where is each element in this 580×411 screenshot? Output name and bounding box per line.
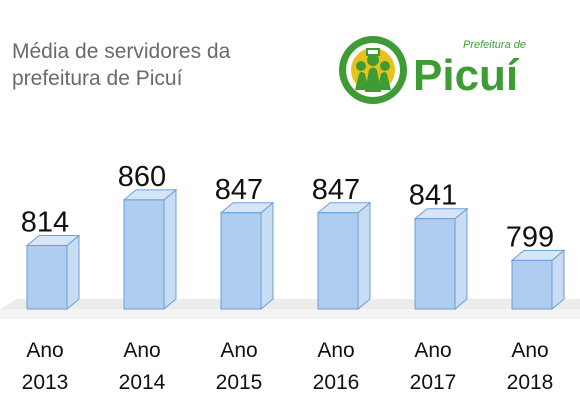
- data-label: 860: [118, 161, 166, 193]
- category-label: Ano: [414, 339, 451, 362]
- category-label: 2014: [119, 371, 166, 394]
- picui-logo: Prefeitura de Picuí: [339, 36, 526, 104]
- category-label: 2018: [507, 371, 554, 394]
- seal-icon: [339, 36, 407, 104]
- bar-side: [260, 201, 274, 311]
- bar: [220, 212, 262, 310]
- bar: [123, 199, 165, 310]
- bar-side: [357, 201, 371, 311]
- chart-title: Média de servidores da prefeitura de Pic…: [12, 40, 231, 90]
- data-label: 814: [21, 207, 69, 239]
- bar: [511, 259, 553, 310]
- category-label: Ano: [317, 339, 354, 362]
- category-label: 2016: [313, 371, 360, 394]
- category-label: Ano: [220, 339, 257, 362]
- data-label: 841: [409, 180, 457, 212]
- bar: [414, 218, 456, 310]
- bar-side: [163, 188, 177, 311]
- bar: [317, 212, 359, 310]
- category-label: 2017: [410, 371, 457, 394]
- floor-plane: [0, 299, 580, 309]
- bar: [26, 245, 68, 310]
- data-label: 847: [312, 174, 360, 206]
- category-label: 2013: [22, 371, 69, 394]
- logo-prefix: Prefeitura de: [463, 39, 526, 51]
- data-label: 799: [506, 221, 554, 253]
- category-label: Ano: [26, 339, 63, 362]
- data-label: 847: [215, 174, 263, 206]
- logo-name: Picuí: [413, 51, 520, 100]
- category-label: 2015: [216, 371, 263, 394]
- category-label: Ano: [123, 339, 160, 362]
- bar-side: [454, 207, 468, 311]
- floor-front: [0, 309, 580, 319]
- category-label: Ano: [511, 339, 548, 362]
- bar-side: [66, 234, 80, 311]
